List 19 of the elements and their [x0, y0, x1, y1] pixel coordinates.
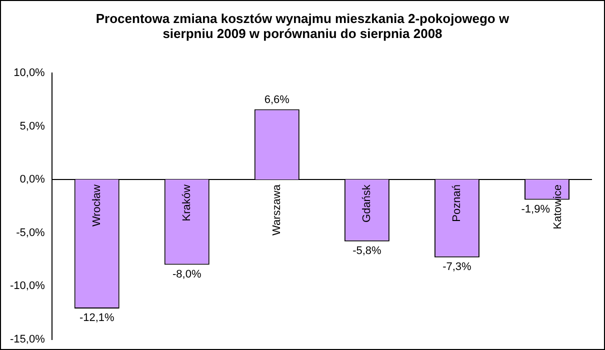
y-tick-label: -10,0% [10, 280, 46, 292]
data-label: -7,3% [442, 260, 472, 273]
chart-title: Procentowa zmiana kosztów wynajmu mieszkania 2-pokojowego w sierpniu 2009 w porównaniu do sierpnia 2008 [94, 10, 510, 43]
data-label: -5,8% [352, 244, 382, 257]
x-tick-label: Katowice [552, 184, 564, 230]
y-tick-label: 0,0% [20, 174, 46, 186]
x-tick-label: Wrocław [90, 184, 103, 227]
x-tick-label: Warszawa [270, 184, 283, 236]
x-tick-label: Gdańsk [360, 184, 373, 222]
x-tick-label: Kraków [180, 184, 193, 222]
y-tick-label: 5,0% [20, 120, 46, 132]
data-label: 6,6% [264, 94, 290, 106]
x-tick-label: Poznań [450, 184, 463, 222]
data-label: -12,1% [79, 312, 115, 324]
y-tick-label: 10,0% [14, 67, 46, 80]
y-tick-label: -15,0% [10, 333, 46, 346]
data-label: -1,9% [521, 203, 550, 216]
y-tick-label: -5,0% [16, 226, 46, 239]
data-label: -8,0% [172, 268, 202, 280]
